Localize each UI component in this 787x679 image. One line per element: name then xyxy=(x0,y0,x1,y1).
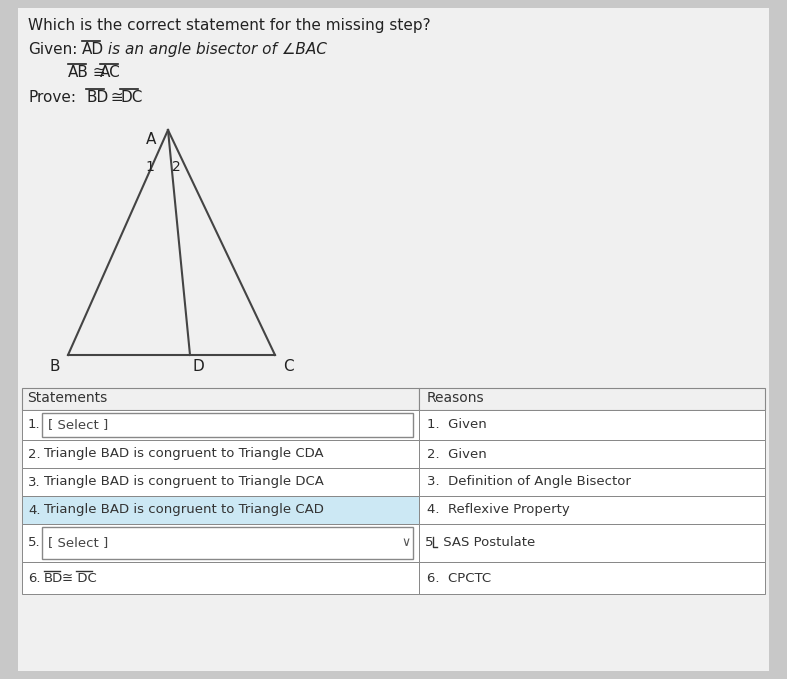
Text: ∨: ∨ xyxy=(401,536,410,549)
Text: A: A xyxy=(146,132,156,147)
Text: SAS Postulate: SAS Postulate xyxy=(439,536,535,549)
Bar xyxy=(419,524,765,562)
Text: 5.: 5. xyxy=(28,536,41,549)
Text: 4.: 4. xyxy=(28,504,40,517)
Bar xyxy=(419,410,765,440)
Text: 4.  Reflexive Property: 4. Reflexive Property xyxy=(427,504,570,517)
Bar xyxy=(22,468,419,496)
Text: Triangle BAD is congruent to Triangle DCA: Triangle BAD is congruent to Triangle DC… xyxy=(44,475,324,488)
Text: 2: 2 xyxy=(172,160,180,174)
Text: 1: 1 xyxy=(146,160,154,174)
Text: Triangle BAD is congruent to Triangle CAD: Triangle BAD is congruent to Triangle CA… xyxy=(44,504,324,517)
Text: DC: DC xyxy=(120,90,142,105)
Text: 3.  Definition of Angle Bisector: 3. Definition of Angle Bisector xyxy=(427,475,631,488)
Text: BD: BD xyxy=(44,572,63,585)
Text: 1.  Given: 1. Given xyxy=(427,418,486,431)
Bar xyxy=(22,388,419,410)
Text: 2.: 2. xyxy=(28,447,41,460)
Bar xyxy=(419,496,765,524)
Text: is an angle bisector of ∠BAC: is an angle bisector of ∠BAC xyxy=(103,42,327,57)
Text: 1.: 1. xyxy=(28,418,41,431)
Bar xyxy=(419,388,765,410)
Text: ≅: ≅ xyxy=(88,65,110,80)
Bar xyxy=(22,562,419,594)
Bar xyxy=(22,440,419,468)
Bar xyxy=(22,410,419,440)
Text: Statements: Statements xyxy=(27,391,107,405)
Text: 5: 5 xyxy=(425,536,434,549)
Text: 3.: 3. xyxy=(28,475,41,488)
Text: BD: BD xyxy=(86,90,109,105)
Text: AB: AB xyxy=(68,65,89,80)
Text: Prove:: Prove: xyxy=(28,90,76,105)
Text: Triangle BAD is congruent to Triangle CDA: Triangle BAD is congruent to Triangle CD… xyxy=(44,447,323,460)
Bar xyxy=(42,413,413,437)
Text: [ Select ]: [ Select ] xyxy=(48,536,109,549)
Text: ≅ DC: ≅ DC xyxy=(62,572,97,585)
Bar xyxy=(22,524,419,562)
Text: D: D xyxy=(192,359,204,374)
Text: 2.  Given: 2. Given xyxy=(427,447,486,460)
Text: Which is the correct statement for the missing step?: Which is the correct statement for the m… xyxy=(28,18,430,33)
Bar xyxy=(419,562,765,594)
Text: [ Select ]: [ Select ] xyxy=(48,418,109,431)
Bar xyxy=(42,527,413,559)
Bar xyxy=(419,440,765,468)
Text: Given:: Given: xyxy=(28,42,77,57)
Text: B: B xyxy=(50,359,60,374)
Text: Reasons: Reasons xyxy=(427,391,485,405)
Text: 6.  CPCTC: 6. CPCTC xyxy=(427,572,491,585)
Text: 6.: 6. xyxy=(28,572,40,585)
Bar xyxy=(22,496,419,524)
Text: AD: AD xyxy=(82,42,104,57)
Text: ≅: ≅ xyxy=(106,90,128,105)
Text: C: C xyxy=(283,359,294,374)
Bar xyxy=(419,468,765,496)
Text: AC: AC xyxy=(100,65,120,80)
